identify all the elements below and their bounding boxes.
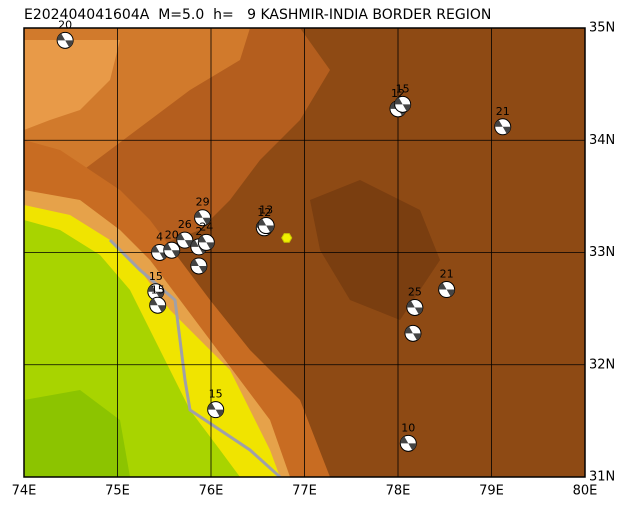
beachball [406,299,424,317]
beachball-quadrant [194,210,211,225]
beachball-quadrant [176,233,193,248]
event-label: 25 [408,286,422,299]
event-label: 13 [259,204,273,217]
beachball [494,118,512,136]
y-tick-label: 35N [589,21,615,36]
beachball-quadrant [400,436,417,451]
event-label: 10 [401,421,415,434]
beachball-quadrant [404,326,421,341]
beachball-quadrant [190,239,207,254]
event-label: 24 [199,220,213,233]
event-label: 20 [165,228,179,241]
beachball-quadrant [163,243,180,258]
beachball-quadrant [438,282,455,297]
event-label: 21 [440,268,454,281]
epicenter [281,233,293,243]
beachball [163,241,181,259]
beachball-quadrant [207,402,224,417]
beachball [394,95,412,113]
beachball-quadrant [57,33,74,48]
x-tick-label: 80E [573,484,598,499]
beachball [190,257,208,275]
x-tick-label: 76E [199,484,224,499]
beachball-quadrant [190,259,207,273]
beachball [404,324,422,342]
x-tick-label: 75E [105,484,130,499]
map-title: E202404041604A M=5.0 h= 9 KASHMIR-INDIA … [24,7,491,23]
event-label: 4 [156,231,163,244]
beachball [207,401,225,419]
y-tick-label: 32N [589,357,615,372]
event-label: 15 [151,283,165,296]
x-tick-label: 74E [12,484,37,499]
beachball-quadrant [494,119,511,134]
beachball [176,231,194,249]
beachball [399,434,417,452]
y-tick-label: 31N [589,470,615,485]
beachball [257,217,275,235]
event-label: 21 [496,105,510,118]
x-tick-label: 78E [386,484,411,499]
event-label: 12 [257,206,271,219]
beachball-quadrant [198,235,215,250]
beachball-quadrant [151,245,168,260]
beachball [149,296,167,314]
y-tick-label: 33N [589,245,615,260]
event-label: 29 [196,196,210,209]
beachball-quadrant [406,300,423,315]
beachball-quadrant [149,298,166,313]
beachball [438,281,456,299]
beachball-quadrant [394,97,411,112]
beachball [197,233,215,251]
event-label: 2 [195,225,202,238]
event-label: 15 [209,388,223,401]
beachball [56,31,74,49]
beachball-quadrant [258,218,275,233]
beachball-quadrant [147,284,164,299]
event-label: 20 [58,18,72,31]
event-label: 15 [396,82,410,95]
beachball [194,209,212,227]
x-tick-label: 79E [479,484,504,499]
event-label: 26 [178,218,192,231]
event-label: 15 [149,270,163,283]
x-tick-label: 77E [292,484,317,499]
y-tick-label: 34N [589,133,615,148]
